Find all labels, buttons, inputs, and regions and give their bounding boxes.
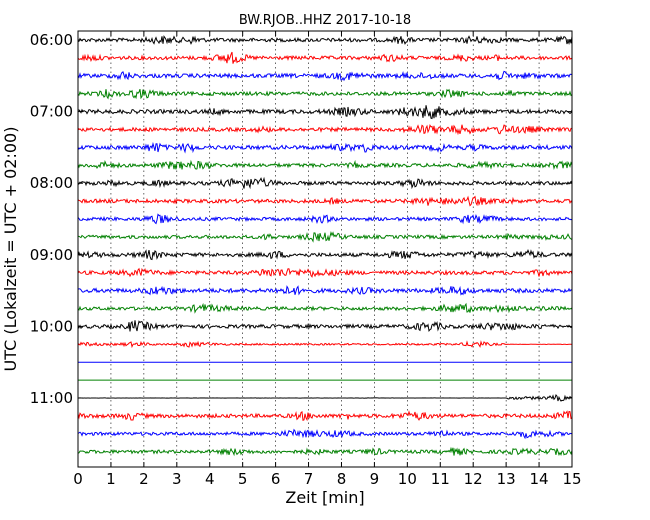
trace-line — [77, 320, 573, 332]
trace-line — [77, 267, 573, 278]
x-tick-label: 7 — [304, 470, 314, 488]
x-tick-label: 13 — [497, 470, 516, 488]
trace-line — [77, 340, 573, 349]
x-tick-label: 12 — [464, 470, 483, 488]
x-tick-label: 11 — [431, 470, 450, 488]
trace-group — [77, 35, 573, 457]
x-tick-label: 14 — [530, 470, 549, 488]
x-tick-label: 10 — [398, 470, 417, 488]
trace-line — [77, 176, 573, 190]
x-tick-label: 9 — [370, 470, 380, 488]
x-tick-label: 15 — [562, 470, 581, 488]
x-tick-label: 1 — [106, 470, 116, 488]
y-tick-label: 10:00 — [30, 317, 73, 335]
trace-line — [77, 248, 573, 261]
y-tick-label: 07:00 — [30, 103, 73, 121]
x-axis: 0 1 2 3 4 5 6 7 8 9 10 11 12 13 14 15 — [73, 31, 582, 488]
y-axis-label: UTC (Lokalzeit = UTC + 02:00) — [1, 127, 20, 372]
trace-line — [77, 428, 573, 440]
x-tick-label: 6 — [271, 470, 281, 488]
x-tick-label: 8 — [337, 470, 347, 488]
x-tick-label: 2 — [139, 470, 149, 488]
y-tick-label: 08:00 — [30, 174, 73, 192]
grid-lines — [110, 31, 540, 467]
chart-title: BW.RJOB..HHZ 2017-10-18 — [239, 13, 411, 28]
x-tick-label: 5 — [238, 470, 248, 488]
x-tick-label: 0 — [73, 470, 83, 488]
trace-line — [77, 213, 573, 225]
y-tick-label: 09:00 — [30, 246, 73, 264]
trace-line — [77, 105, 573, 120]
trace-line — [77, 231, 573, 243]
trace-line — [77, 159, 573, 171]
y-axis: 06:00 07:00 08:00 09:00 10:00 11:00 — [30, 31, 572, 407]
trace-line — [77, 124, 573, 136]
x-tick-label: 3 — [172, 470, 182, 488]
x-axis-label: Zeit [min] — [285, 488, 364, 507]
plot-frame — [77, 30, 573, 468]
trace-line — [77, 88, 573, 100]
trace-line — [77, 35, 573, 45]
trace-line — [77, 302, 573, 314]
x-tick-label: 4 — [205, 470, 215, 488]
trace-line — [77, 195, 573, 207]
trace-line — [77, 141, 573, 154]
trace-line — [77, 285, 573, 296]
trace-line — [77, 410, 573, 422]
trace-line — [77, 446, 573, 457]
y-tick-label: 11:00 — [30, 389, 73, 407]
y-tick-label: 06:00 — [30, 31, 73, 49]
trace-line — [77, 70, 573, 82]
trace-line — [77, 394, 573, 402]
trace-line — [77, 51, 573, 64]
